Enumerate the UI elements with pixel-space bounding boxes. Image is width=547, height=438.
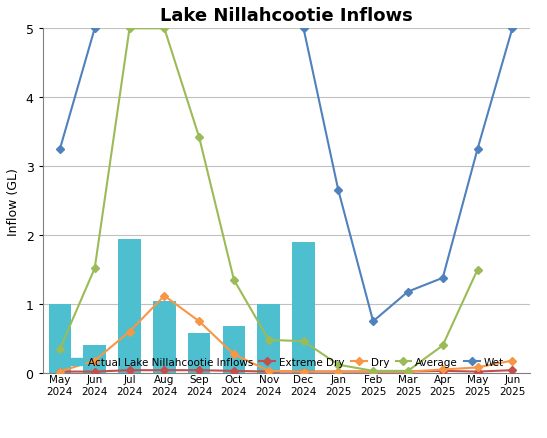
Bar <box>153 301 176 373</box>
Bar <box>188 333 211 373</box>
Extreme Dry <box>196 368 202 373</box>
Extreme Dry <box>405 369 411 374</box>
Wet <box>57 147 63 152</box>
Extreme Dry <box>265 369 272 374</box>
Dry <box>300 369 307 374</box>
Dry <box>335 369 342 374</box>
Average <box>439 343 446 348</box>
Extreme Dry <box>231 368 237 374</box>
Bar <box>223 326 245 373</box>
Dry <box>509 358 516 364</box>
Average <box>265 337 272 343</box>
Line: Average: Average <box>57 26 480 374</box>
Dry <box>161 293 167 299</box>
Bar <box>49 304 71 373</box>
Average <box>474 267 481 272</box>
Legend: Actual Lake Nillahcootie Inflows, Extreme Dry, Dry, Average, Wet: Actual Lake Nillahcootie Inflows, Extrem… <box>64 353 508 371</box>
Extreme Dry <box>126 368 133 373</box>
Average <box>57 346 63 352</box>
Dry <box>370 369 376 374</box>
Bar <box>118 239 141 373</box>
Line: Extreme Dry: Extreme Dry <box>57 367 515 374</box>
Wet <box>91 27 98 32</box>
Extreme Dry <box>370 369 376 374</box>
Extreme Dry <box>509 368 516 373</box>
Average <box>335 362 342 367</box>
Extreme Dry <box>300 369 307 374</box>
Line: Wet: Wet <box>57 26 97 152</box>
Dry <box>265 368 272 374</box>
Average <box>370 368 376 374</box>
Dry <box>405 369 411 374</box>
Title: Lake Nillahcootie Inflows: Lake Nillahcootie Inflows <box>160 7 412 25</box>
Dry <box>439 367 446 372</box>
Average <box>91 266 98 271</box>
Bar <box>84 346 106 373</box>
Extreme Dry <box>161 368 167 373</box>
Extreme Dry <box>439 368 446 374</box>
Average <box>126 27 133 32</box>
Dry <box>474 365 481 370</box>
Bar <box>292 242 315 373</box>
Extreme Dry <box>57 369 63 374</box>
Bar <box>258 304 280 373</box>
Y-axis label: Inflow (GL): Inflow (GL) <box>7 167 20 235</box>
Extreme Dry <box>91 369 98 374</box>
Extreme Dry <box>335 369 342 374</box>
Average <box>161 27 167 32</box>
Extreme Dry <box>474 369 481 374</box>
Dry <box>91 358 98 364</box>
Average <box>300 339 307 344</box>
Line: Dry: Dry <box>57 293 515 374</box>
Average <box>196 135 202 141</box>
Average <box>405 368 411 374</box>
Average <box>231 278 237 283</box>
Dry <box>126 329 133 335</box>
Dry <box>57 369 63 374</box>
Dry <box>196 319 202 324</box>
Dry <box>231 352 237 357</box>
